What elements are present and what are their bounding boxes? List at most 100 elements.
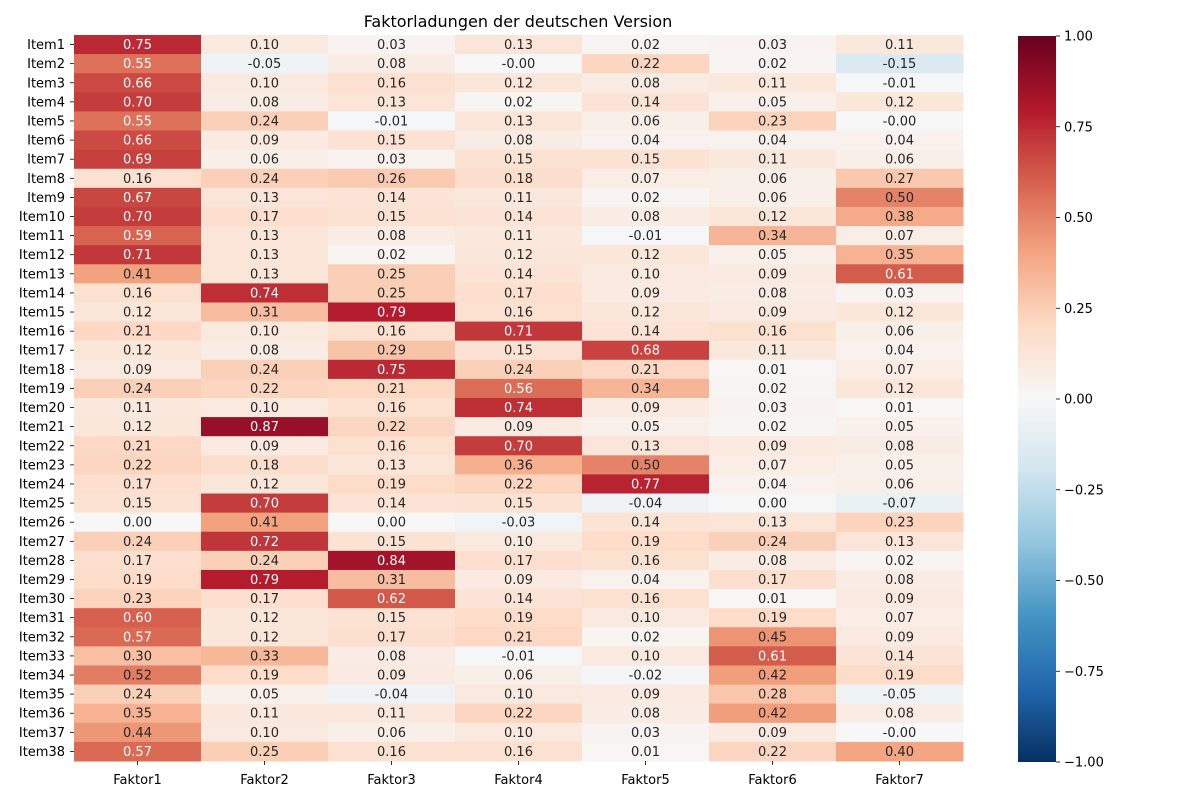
heatmap-cell [328, 245, 456, 265]
heatmap-cell [836, 589, 964, 609]
row-label: Item11 [19, 229, 65, 244]
heatmap-cell [74, 684, 202, 705]
heatmap-cell [709, 627, 837, 647]
cell-value-label: 0.07 [885, 229, 914, 244]
cell-value-label: 0.02 [631, 191, 660, 206]
cell-value-label: 0.17 [504, 286, 533, 301]
heatmap-cell [836, 608, 964, 628]
heatmap-cell [328, 111, 456, 132]
heatmap-cell [74, 283, 202, 303]
heatmap-cell [582, 531, 710, 552]
heatmap-cell [74, 398, 202, 418]
heatmap-cell [836, 73, 964, 93]
heatmap-cell [201, 359, 329, 380]
heatmap-cell [455, 646, 583, 666]
cell-value-label: 0.21 [631, 363, 660, 378]
cell-value-label: 0.14 [631, 95, 660, 110]
cell-value-label: 0.16 [377, 401, 406, 416]
heatmap-cell [328, 550, 456, 571]
heatmap-cell [201, 608, 329, 628]
cell-value-label: 0.61 [885, 267, 914, 282]
cell-value-label: 0.60 [123, 611, 152, 626]
heatmap-cell [709, 264, 837, 284]
heatmap-cell [455, 589, 583, 609]
colorbar: 1.00 0.75 0.50 0.25 0.00 −0.25 −0.50 −0.75 −1.00 [1018, 30, 1104, 771]
heatmap-cell [836, 149, 964, 170]
heatmap-cell [201, 340, 329, 361]
column-label: Faktor7 [875, 773, 923, 788]
row-label: Item28 [19, 554, 65, 569]
cell-value-label: 0.13 [504, 38, 533, 53]
cell-value-label: 0.22 [631, 57, 660, 72]
cell-value-label: 0.16 [123, 286, 152, 301]
cell-value-label: 0.17 [377, 630, 406, 645]
heatmap-cell [836, 378, 964, 399]
cell-value-label: 0.24 [504, 363, 533, 378]
row-label: Item19 [19, 382, 65, 397]
heatmap-cell [709, 92, 837, 112]
heatmap-cell [328, 589, 456, 609]
row-label: Item4 [27, 95, 65, 110]
heatmap-cell [201, 321, 329, 342]
heatmap-cell [709, 531, 837, 552]
cell-value-label: 0.04 [885, 344, 914, 359]
row-label: Item37 [19, 726, 65, 741]
cell-value-label: 0.15 [377, 210, 406, 225]
heatmap-cell [455, 130, 583, 151]
heatmap-cell [709, 684, 837, 705]
heatmap-cell [201, 398, 329, 418]
heatmap-cell [582, 493, 710, 514]
heatmap-cell [709, 245, 837, 265]
cell-value-label: 0.74 [504, 401, 533, 416]
heatmap-cell [709, 206, 837, 227]
heatmap-cell [201, 111, 329, 132]
cell-value-label: 0.11 [885, 38, 914, 53]
heatmap-cell [74, 206, 202, 227]
heatmap-cell [836, 531, 964, 552]
cell-value-label: 0.13 [377, 458, 406, 473]
cell-value-label: 0.17 [758, 573, 787, 588]
cell-value-label: 0.13 [250, 267, 279, 282]
cell-value-label: -0.15 [883, 57, 917, 72]
heatmap-cell [455, 226, 583, 246]
cell-value-label: 0.25 [377, 267, 406, 282]
heatmap-cell [455, 493, 583, 514]
heatmap-cell [455, 54, 583, 74]
row-label: Item27 [19, 535, 65, 550]
cell-value-label: 0.24 [250, 172, 279, 187]
cell-value-label: 0.09 [758, 306, 787, 321]
cell-value-label: 0.21 [377, 382, 406, 397]
heatmap-cell [709, 474, 837, 495]
cell-value-label: 0.23 [885, 516, 914, 531]
cell-value-label: 0.27 [885, 172, 914, 187]
heatmap-cell [328, 149, 456, 170]
heatmap-cell [836, 722, 964, 743]
heatmap-cell [74, 589, 202, 609]
heatmap-cell [328, 684, 456, 705]
cell-value-label: 0.21 [504, 630, 533, 645]
cell-value-label: 0.19 [758, 611, 787, 626]
cell-value-label: 0.15 [504, 497, 533, 512]
heatmap-cell [201, 378, 329, 399]
cell-value-label: 0.75 [377, 363, 406, 378]
heatmap-cell [836, 321, 964, 342]
cell-value-label: 0.03 [377, 38, 406, 53]
cell-value-label: 0.75 [123, 38, 152, 53]
row-label: Item29 [19, 573, 65, 588]
cell-value-label: -0.00 [883, 726, 917, 741]
heatmap-cell [836, 187, 964, 208]
colorbar-tick-label: 0.50 [1064, 211, 1093, 226]
heatmap-cell [455, 398, 583, 418]
cell-value-label: 0.10 [504, 726, 533, 741]
row-label: Item1 [27, 38, 65, 53]
row-label: Item30 [19, 592, 65, 607]
cell-value-label: 0.02 [504, 95, 533, 110]
heatmap-cell [201, 302, 329, 323]
cell-value-label: 0.17 [250, 592, 279, 607]
heatmap-cell [836, 627, 964, 647]
cell-value-label: 0.35 [885, 248, 914, 263]
heatmap-cell [709, 340, 837, 361]
row-label: Item34 [19, 669, 65, 684]
cell-value-label: 0.11 [250, 707, 279, 722]
heatmap-cell [74, 722, 202, 743]
